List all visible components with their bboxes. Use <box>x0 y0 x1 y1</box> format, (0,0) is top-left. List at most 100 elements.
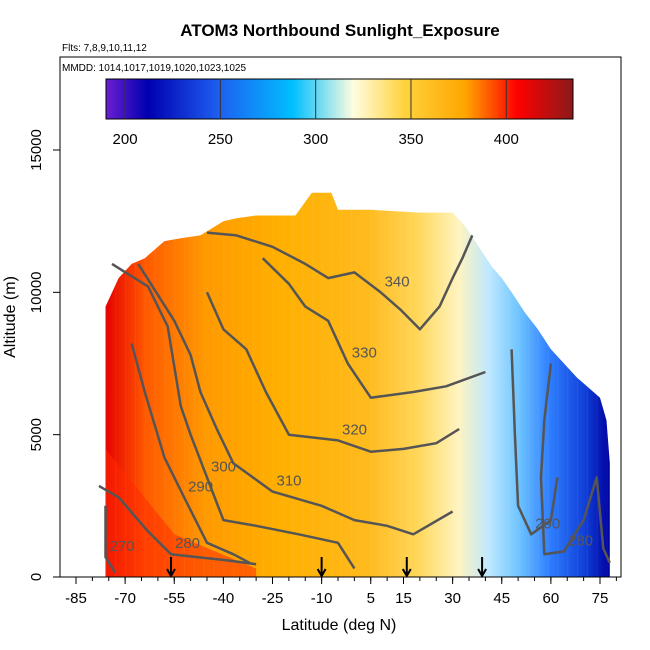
data-column <box>557 57 559 577</box>
data-field-region <box>105 192 610 577</box>
x-tick-label: 15 <box>395 590 412 607</box>
data-field <box>105 57 610 577</box>
data-column <box>478 57 480 577</box>
x-axis: -85 -70 -55 -40 -25 -10 5 15 30 45 60 75 <box>65 577 617 607</box>
x-axis-label: Latitude (deg N) <box>282 617 397 634</box>
contour-label: 270 <box>110 538 135 555</box>
colorbar-tick-label: 300 <box>303 131 328 148</box>
data-column <box>213 57 215 577</box>
data-column <box>410 57 412 577</box>
data-column <box>459 57 461 577</box>
data-column <box>341 57 343 577</box>
data-column <box>390 57 392 577</box>
data-column <box>469 57 470 577</box>
contour-lines: 270 280 290 300 310 320 330 340 290 280 <box>98 231 611 574</box>
colorbar-tick-label: 400 <box>494 131 519 148</box>
contour-280 <box>98 484 257 566</box>
data-column <box>370 57 372 577</box>
data-column <box>302 57 303 577</box>
data-column <box>449 57 451 577</box>
data-column <box>184 57 186 577</box>
contour-310 <box>137 263 454 536</box>
data-column <box>252 57 254 577</box>
data-column <box>380 57 382 577</box>
data-column <box>311 57 313 577</box>
data-column <box>115 57 117 577</box>
contour-330 <box>261 257 486 399</box>
x-tick-label: -55 <box>163 590 185 607</box>
data-column <box>331 57 333 577</box>
data-field-low-band <box>105 448 257 577</box>
contour-label: 320 <box>342 421 367 438</box>
data-column <box>528 57 529 577</box>
data-column <box>282 57 284 577</box>
data-column <box>488 57 490 577</box>
contour-label: 300 <box>211 458 236 475</box>
contour-label: 330 <box>352 345 377 362</box>
flights-subtitle: Flts: 7,8,9,10,11,12 <box>62 43 147 54</box>
data-column <box>439 57 441 577</box>
colorbar-tick-label: 250 <box>208 131 233 148</box>
contour-300 <box>111 262 356 570</box>
x-tick-label: -40 <box>213 590 235 607</box>
x-tick-label: 5 <box>367 590 375 607</box>
data-column <box>419 57 421 577</box>
x-tick-label: -25 <box>262 590 284 607</box>
data-column <box>567 57 569 577</box>
data-column <box>292 57 294 577</box>
data-column <box>233 57 235 577</box>
y-axis: 0 5000 10000 15000 <box>28 129 60 581</box>
data-column <box>272 57 274 577</box>
x-tick-label: 45 <box>493 590 510 607</box>
data-column <box>498 57 500 577</box>
x-tick-label: -85 <box>65 590 87 607</box>
data-column <box>144 57 146 577</box>
y-tick-label: 15000 <box>28 129 45 171</box>
dates-label: MMDD: 1014,1017,1019,1020,1023,1025 <box>62 63 246 74</box>
data-column <box>174 57 176 577</box>
latitude-markers <box>166 557 487 579</box>
colorbar-gradient <box>105 78 574 120</box>
data-column <box>537 57 539 577</box>
y-axis-label: Altitude (m) <box>2 276 19 358</box>
data-column <box>193 57 195 577</box>
contour-label: 280 <box>175 535 200 552</box>
colorbar-tick-label: 200 <box>113 131 138 148</box>
data-column <box>606 57 608 577</box>
data-column <box>223 57 225 577</box>
chart-title: ATOM3 Northbound Sunlight_Exposure <box>180 21 500 40</box>
y-tick-label: 0 <box>28 573 45 581</box>
data-column <box>134 57 136 577</box>
marker-arrowhead <box>477 568 487 579</box>
data-column <box>596 57 598 577</box>
contour-340 <box>206 231 474 331</box>
colorbar-tick-label: 350 <box>398 131 423 148</box>
data-column <box>262 57 264 577</box>
plot-frame <box>59 56 622 578</box>
marker-arrowhead <box>166 568 176 579</box>
contour-label: 290 <box>535 515 560 532</box>
x-tick-label: -70 <box>114 590 136 607</box>
contour-280 <box>539 363 611 564</box>
contour-label: 340 <box>385 273 410 290</box>
x-tick-label: 75 <box>592 590 609 607</box>
data-column <box>154 57 156 577</box>
data-column <box>518 57 520 577</box>
data-column <box>105 57 107 577</box>
y-tick-label: 5000 <box>28 418 45 451</box>
data-column <box>586 57 588 577</box>
contour-290 <box>130 343 251 564</box>
data-column <box>243 57 244 577</box>
x-tick-label: 60 <box>543 590 560 607</box>
contour-label: 290 <box>188 478 213 495</box>
data-column <box>577 57 579 577</box>
data-column <box>351 57 353 577</box>
data-column <box>547 57 549 577</box>
x-tick-label: 30 <box>444 590 461 607</box>
y-tick-label: 10000 <box>28 271 45 313</box>
contour-290 <box>510 349 559 536</box>
x-tick-label: -10 <box>311 590 333 607</box>
data-column <box>360 57 362 577</box>
data-column <box>400 57 402 577</box>
